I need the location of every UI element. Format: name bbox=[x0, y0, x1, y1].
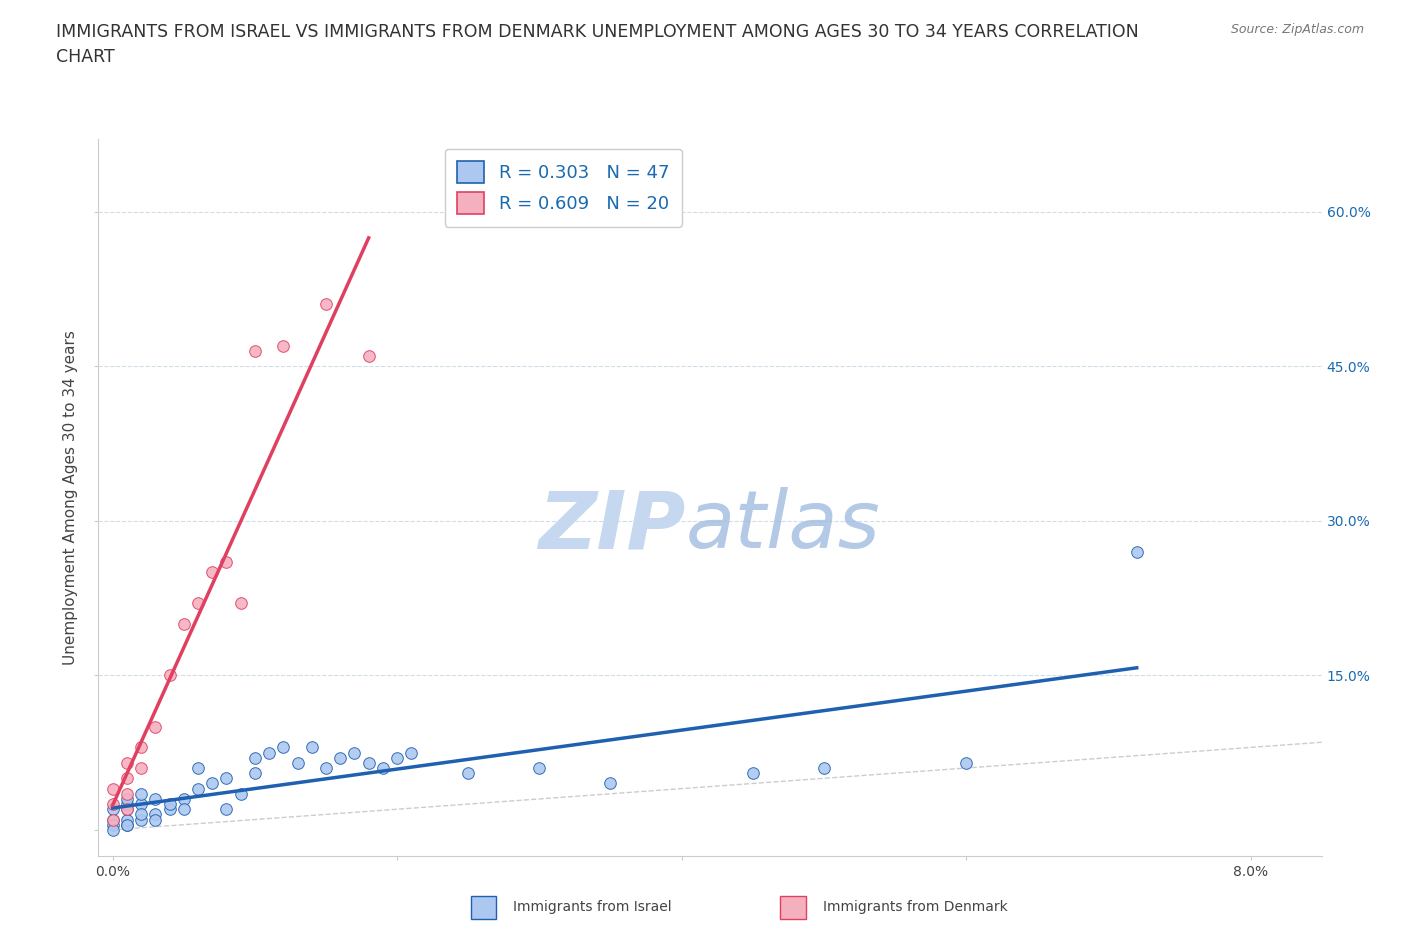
Point bbox=[101, 781, 124, 796]
Point bbox=[173, 802, 195, 817]
Point bbox=[215, 771, 238, 786]
Text: Immigrants from Denmark: Immigrants from Denmark bbox=[823, 899, 1007, 914]
Point bbox=[129, 797, 152, 812]
Point bbox=[173, 791, 195, 806]
Point bbox=[329, 751, 352, 765]
Point bbox=[273, 339, 295, 353]
Point bbox=[115, 817, 138, 832]
Point bbox=[273, 740, 295, 755]
Point bbox=[187, 761, 209, 776]
Point bbox=[129, 812, 152, 827]
Point bbox=[159, 668, 181, 683]
Point bbox=[229, 596, 252, 611]
Point bbox=[215, 802, 238, 817]
Point bbox=[115, 771, 138, 786]
Point bbox=[129, 787, 152, 802]
Point bbox=[401, 745, 423, 760]
Point bbox=[955, 755, 977, 770]
Point bbox=[115, 802, 138, 817]
Point bbox=[385, 751, 408, 765]
Point bbox=[315, 297, 337, 312]
Text: Immigrants from Israel: Immigrants from Israel bbox=[513, 899, 672, 914]
Point bbox=[243, 751, 266, 765]
Point bbox=[159, 797, 181, 812]
Point bbox=[1125, 544, 1147, 559]
Point bbox=[129, 761, 152, 776]
Point bbox=[529, 761, 551, 776]
Point bbox=[101, 812, 124, 827]
Point bbox=[257, 745, 280, 760]
Point bbox=[143, 812, 166, 827]
Point bbox=[343, 745, 366, 760]
Point bbox=[115, 817, 138, 832]
Point bbox=[741, 765, 763, 780]
Text: Source: ZipAtlas.com: Source: ZipAtlas.com bbox=[1230, 23, 1364, 36]
Point bbox=[115, 797, 138, 812]
Point bbox=[315, 761, 337, 776]
Point bbox=[115, 787, 138, 802]
Point bbox=[357, 349, 380, 364]
Point bbox=[243, 765, 266, 780]
Point bbox=[357, 755, 380, 770]
Point bbox=[215, 554, 238, 569]
Point bbox=[101, 797, 124, 812]
Point bbox=[201, 565, 224, 579]
Point bbox=[143, 720, 166, 735]
Point bbox=[599, 776, 621, 790]
Point bbox=[129, 740, 152, 755]
Point bbox=[201, 776, 224, 790]
Point bbox=[159, 802, 181, 817]
Point bbox=[115, 755, 138, 770]
Point bbox=[187, 781, 209, 796]
Text: ZIP: ZIP bbox=[538, 487, 686, 565]
Point bbox=[143, 807, 166, 822]
Legend: R = 0.303   N = 47, R = 0.609   N = 20: R = 0.303 N = 47, R = 0.609 N = 20 bbox=[444, 149, 682, 227]
Point bbox=[229, 787, 252, 802]
Y-axis label: Unemployment Among Ages 30 to 34 years: Unemployment Among Ages 30 to 34 years bbox=[63, 330, 79, 665]
Point bbox=[101, 822, 124, 837]
Point bbox=[371, 761, 394, 776]
Text: atlas: atlas bbox=[686, 487, 880, 565]
Point bbox=[143, 791, 166, 806]
Text: CHART: CHART bbox=[56, 48, 115, 66]
Point bbox=[173, 617, 195, 631]
Point bbox=[115, 802, 138, 817]
Text: IMMIGRANTS FROM ISRAEL VS IMMIGRANTS FROM DENMARK UNEMPLOYMENT AMONG AGES 30 TO : IMMIGRANTS FROM ISRAEL VS IMMIGRANTS FRO… bbox=[56, 23, 1139, 41]
Point bbox=[287, 755, 309, 770]
Point bbox=[101, 802, 124, 817]
Point bbox=[301, 740, 323, 755]
Point bbox=[101, 812, 124, 827]
Point bbox=[457, 765, 479, 780]
Point bbox=[187, 596, 209, 611]
Point bbox=[129, 807, 152, 822]
Point bbox=[115, 791, 138, 806]
Point bbox=[813, 761, 835, 776]
Point bbox=[115, 812, 138, 827]
Point bbox=[243, 343, 266, 358]
Point bbox=[101, 817, 124, 832]
